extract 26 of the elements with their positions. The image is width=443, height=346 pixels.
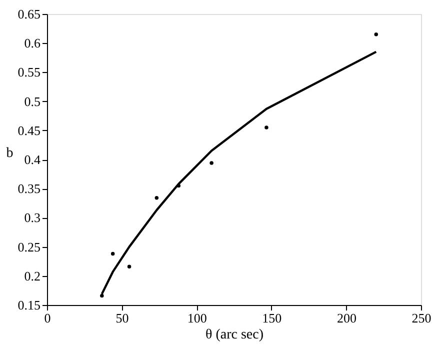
y-tick-label: 0.15 bbox=[18, 298, 40, 312]
y-tick-label: 0.4 bbox=[24, 152, 41, 167]
x-axis-title: θ (arc sec) bbox=[206, 328, 264, 342]
y-tick-label: 0.25 bbox=[18, 239, 40, 254]
point bbox=[210, 161, 214, 165]
x-tick-label: 250 bbox=[412, 310, 432, 326]
x-tick-label: 0 bbox=[44, 310, 51, 326]
y-tick-label: 0.65 bbox=[18, 6, 40, 22]
x-tick-label: 150 bbox=[262, 310, 282, 326]
y-axis-title: b bbox=[6, 146, 14, 161]
x-tick-label: 100 bbox=[187, 310, 207, 326]
y-tick-label: 0.45 bbox=[18, 122, 40, 138]
y-tick-label: 0.2 bbox=[24, 268, 40, 284]
y-tick-label: 0.35 bbox=[18, 181, 40, 196]
point bbox=[127, 264, 132, 268]
point bbox=[374, 32, 378, 36]
y-tick-label: 0.55 bbox=[18, 64, 40, 80]
point bbox=[100, 294, 104, 298]
y-tick-label: 0.6 bbox=[24, 36, 41, 51]
point bbox=[110, 252, 115, 256]
y-tick-label: 0.5 bbox=[24, 94, 40, 109]
point bbox=[264, 126, 268, 130]
point bbox=[154, 196, 159, 200]
x-tick-label: 50 bbox=[116, 310, 129, 326]
x-tick-label: 200 bbox=[336, 310, 356, 326]
y-tick-label: 0.3 bbox=[24, 210, 40, 226]
